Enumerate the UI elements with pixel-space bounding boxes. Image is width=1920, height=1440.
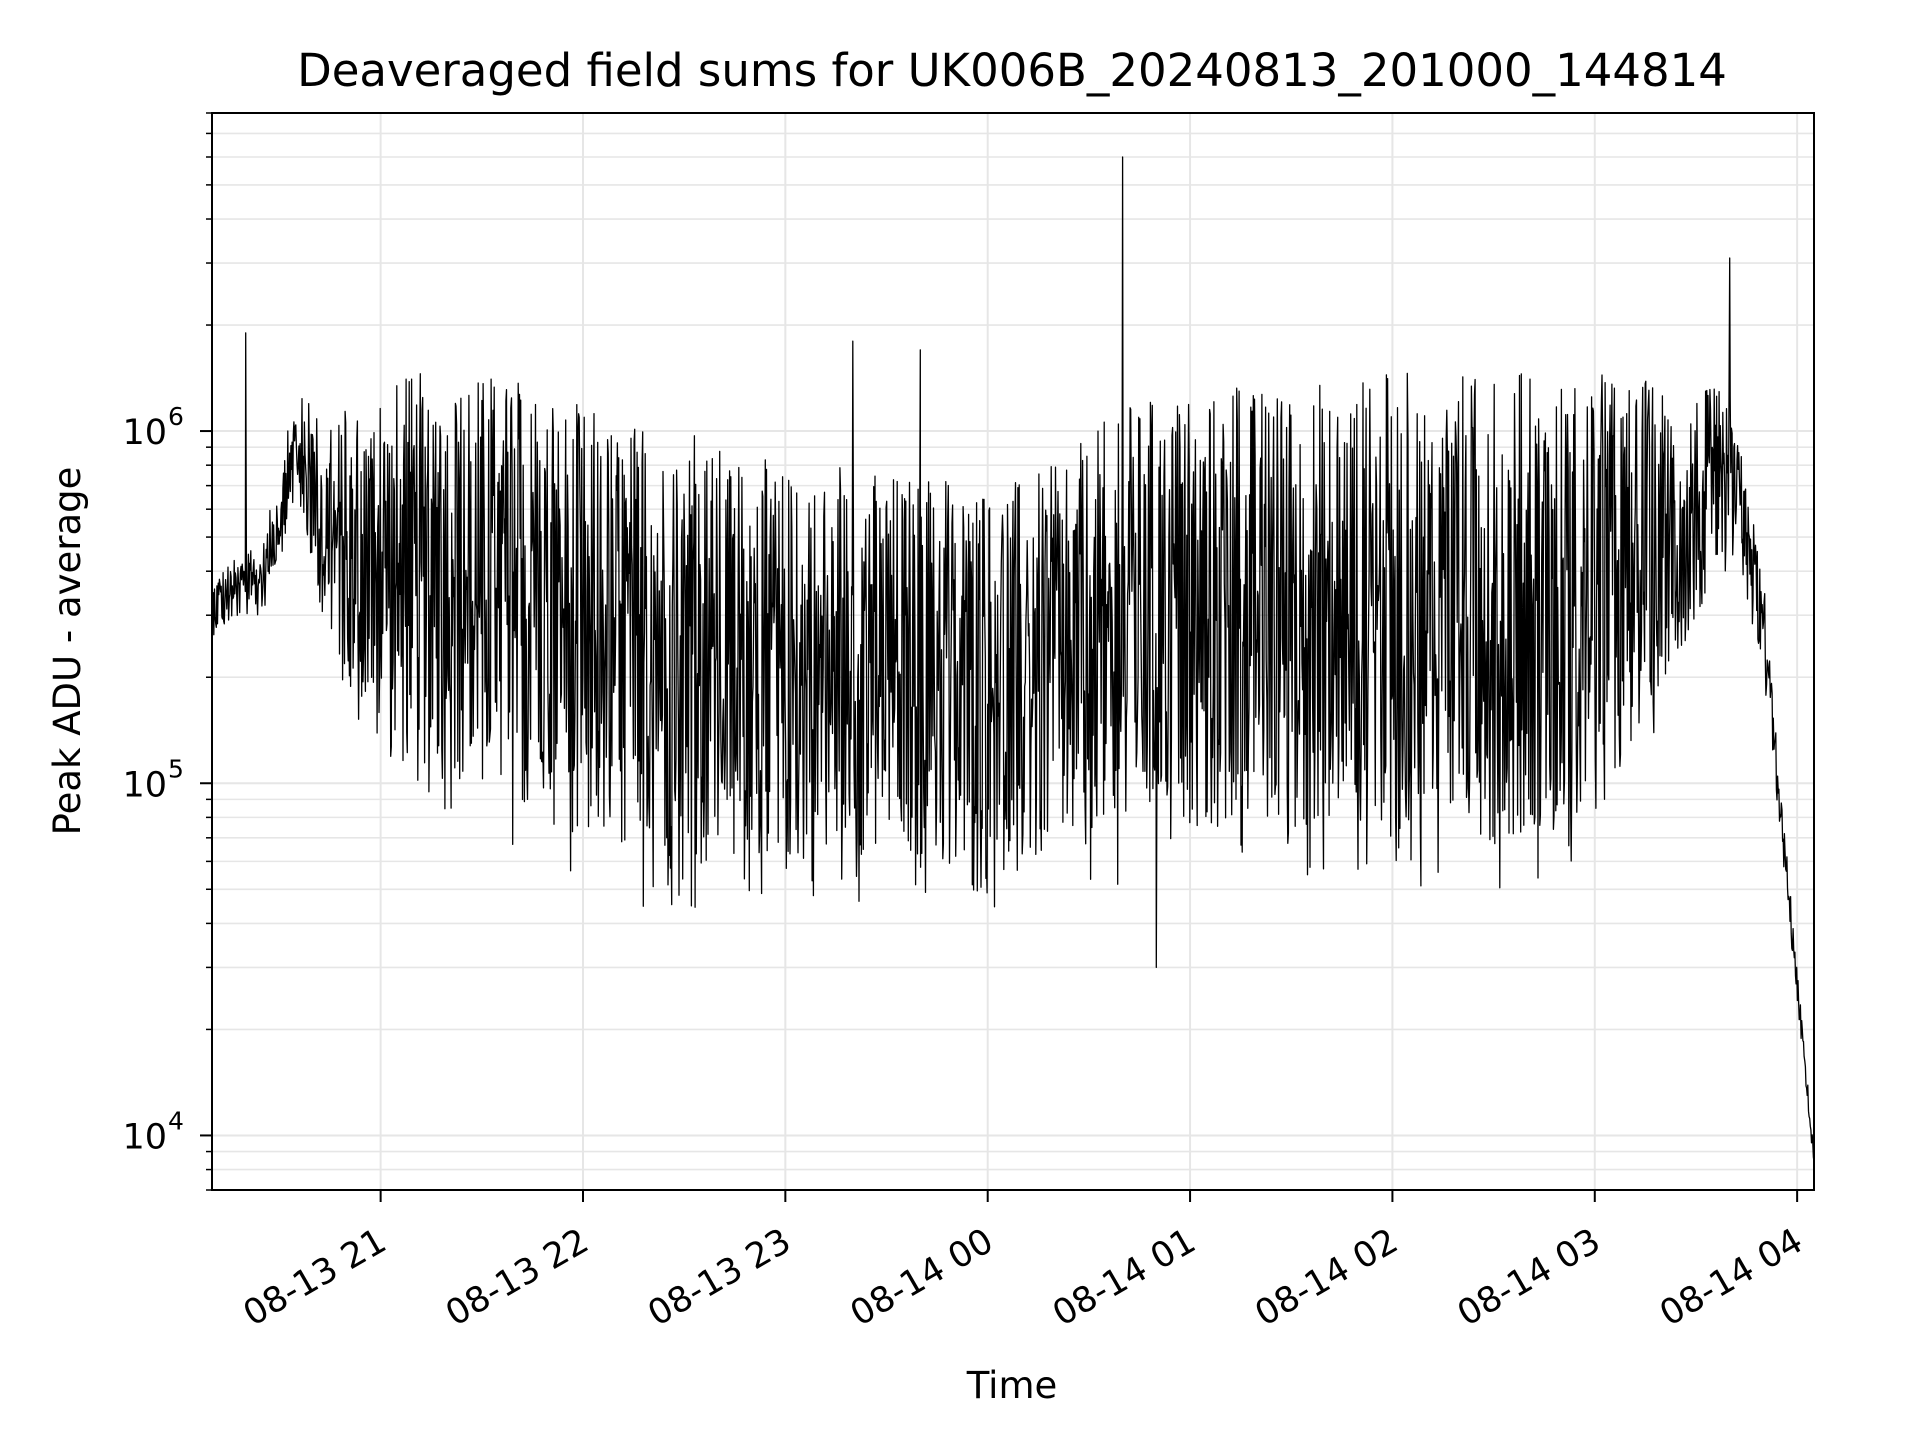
plot-area [211,156,1815,1162]
y-tick-label: 10 [122,1117,167,1157]
y-tick-label-exponent: 6 [168,402,184,431]
data-series-line [211,156,1815,1162]
y-tick-label: 10 [122,413,167,453]
y-axis-label: Peak ADU - average [46,467,89,836]
x-axis-label: Time [966,1364,1058,1407]
y-tick-label-exponent: 5 [168,754,184,783]
y-tick-label: 10 [122,765,167,805]
plot-frame [211,112,1815,1191]
chart-title: Deaveraged field sums for UK006B_2024081… [297,44,1727,97]
y-tick-label-exponent: 4 [168,1106,184,1135]
